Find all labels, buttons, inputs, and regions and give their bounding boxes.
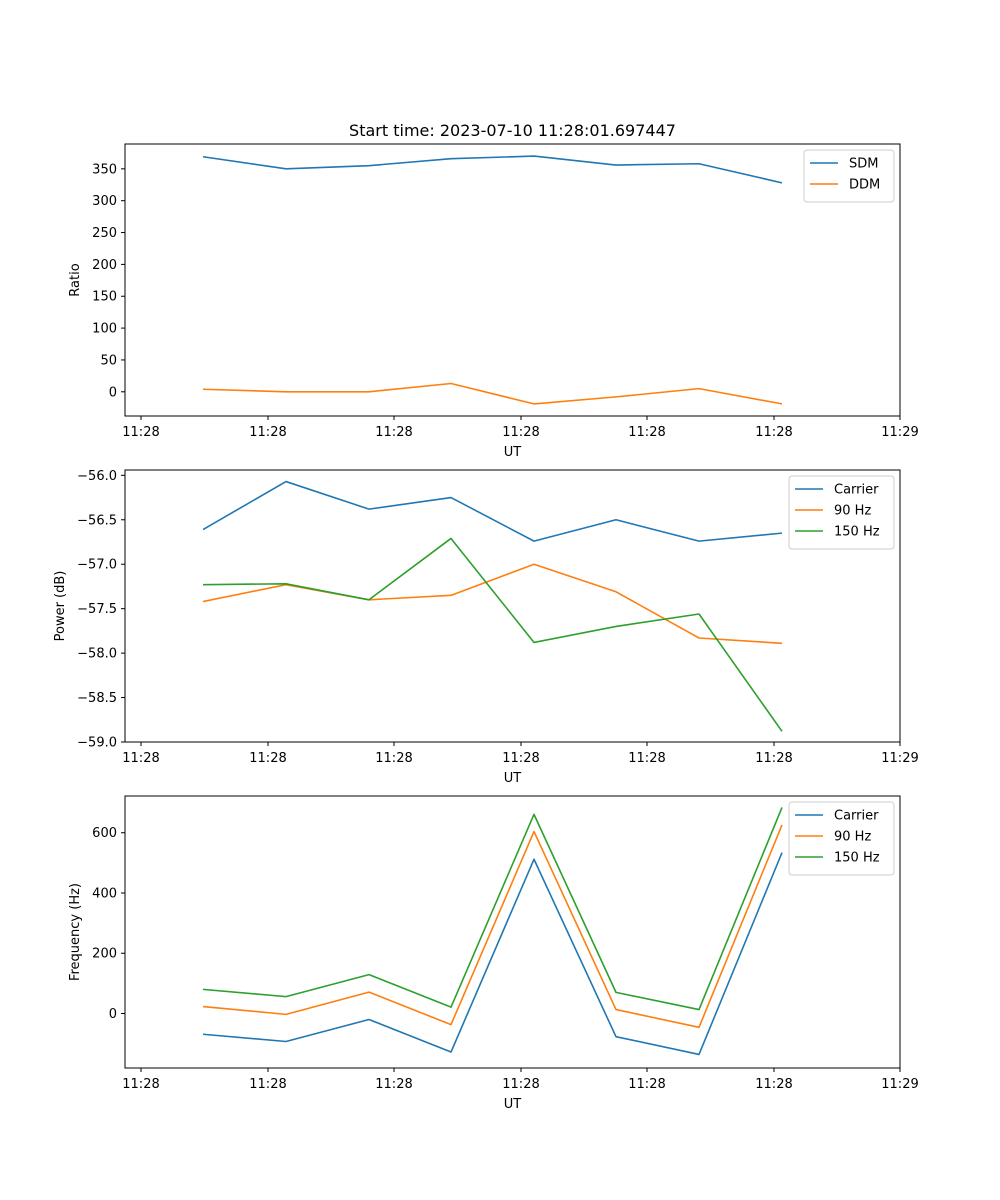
x-tick-label: 11:29 [881,751,918,766]
series-line-sdm [202,155,783,184]
axes-frame [124,143,901,417]
series-line-150-hz [202,807,783,1011]
x-tick-label: 11:28 [755,1077,792,1092]
legend: SDM DDM [803,149,895,203]
legend-label: SDM [849,157,878,172]
y-tick-label: 350 [92,162,117,177]
x-tick-label: 11:28 [755,425,792,440]
y-tick-label: 0 [109,385,117,400]
y-tick-label: 300 [92,194,117,209]
x-tick-label: 11:29 [881,425,918,440]
x-tick-label: 11:28 [375,425,412,440]
chart-title: Start time: 2023-07-10 11:28:01.697447 [349,121,676,140]
legend-label: 90 Hz [834,830,871,845]
y-tick-label: −58.0 [77,647,117,662]
chart-panel-2: 11:28 11:28 11:28 11:28 11:28 11:28 11:29 UT −59… [53,469,919,786]
x-tick-label: 11:28 [502,1077,539,1092]
series-line-carrier [202,480,783,542]
x-tick-label: 11:28 [628,425,665,440]
y-axis-label: Ratio [68,263,83,296]
legend-label: 90 Hz [834,504,871,519]
y-tick-label: 250 [92,226,117,241]
x-tick-label: 11:28 [122,425,159,440]
legend: Carrier 90 Hz 150 Hz [788,801,895,876]
y-tick-label: −57.0 [77,558,117,573]
x-tick-label: 11:28 [628,1077,665,1092]
legend-label: 150 Hz [834,851,880,866]
y-axis-label: Power (dB) [53,571,68,642]
y-tick-label: 400 [92,886,117,901]
legend-label: 150 Hz [834,525,880,540]
y-tick-label: 50 [100,353,117,368]
x-tick-label: 11:28 [249,1077,286,1092]
y-tick-label: 150 [92,290,117,305]
y-tick-label: −57.5 [77,602,117,617]
y-tick-label: 100 [92,322,117,337]
x-tick-label: 11:28 [122,751,159,766]
y-tick-label: −56.5 [77,513,117,528]
legend-label: Carrier [834,809,879,824]
x-tick-label: 11:29 [881,1077,918,1092]
x-tick-label: 11:28 [375,1077,412,1092]
y-tick-label: −56.0 [77,469,117,484]
x-tick-label: 11:28 [502,751,539,766]
x-tick-label: 11:28 [755,751,792,766]
series-line-150-hz [202,537,783,732]
x-tick-label: 11:28 [502,425,539,440]
x-axis-label: UT [504,771,522,786]
y-tick-label: −58.5 [77,691,117,706]
y-tick-label: 600 [92,826,117,841]
x-axis-label: UT [504,445,522,460]
series-line-ddm [202,382,783,405]
x-tick-label: 11:28 [249,751,286,766]
axes-frame [124,469,901,743]
legend-label: DDM [849,178,880,193]
x-axis-label: UT [504,1097,522,1112]
legend: Carrier 90 Hz 150 Hz [788,475,895,550]
x-tick-label: 11:28 [628,751,665,766]
y-tick-label: −59.0 [77,736,117,751]
axes-frame [124,795,901,1069]
x-tick-label: 11:28 [122,1077,159,1092]
legend-label: Carrier [834,483,879,498]
y-tick-label: 200 [92,947,117,962]
chart-panel-3: 11:28 11:28 11:28 11:28 11:28 11:28 11:29 UT 0 20… [68,795,919,1112]
series-line-90-hz [202,824,783,1029]
x-tick-label: 11:28 [375,751,412,766]
y-axis-label: Frequency (Hz) [68,883,83,981]
chart-panel-1: 11:28 11:28 11:28 11:28 11:28 11:28 11:29 UT 0 50… [68,121,919,460]
y-tick-label: 0 [109,1007,117,1022]
x-tick-label: 11:28 [249,425,286,440]
series-line-carrier [202,852,783,1056]
y-tick-label: 200 [92,258,117,273]
